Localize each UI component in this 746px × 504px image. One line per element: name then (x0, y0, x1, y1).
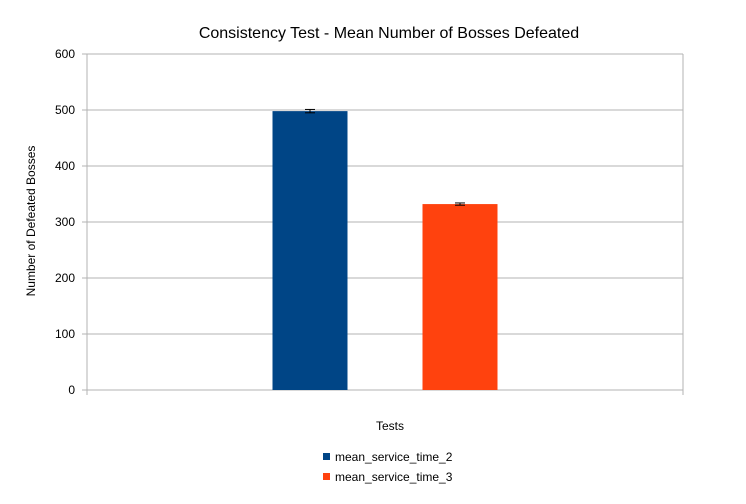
y-tick-label: 600 (55, 47, 75, 61)
bar-mean-service-time-3 (422, 204, 498, 390)
legend-swatch (323, 473, 330, 480)
error-bars (305, 108, 465, 206)
y-tick-label: 400 (55, 159, 75, 173)
x-axis-label: Tests (376, 419, 404, 433)
legend-label: mean_service_time_3 (335, 470, 453, 484)
bars (272, 111, 498, 391)
y-tick-label: 0 (68, 383, 75, 397)
legend: mean_service_time_2 mean_service_time_3 (323, 450, 453, 484)
legend-swatch (323, 453, 330, 460)
chart-title: Consistency Test - Mean Number of Bosses… (199, 25, 579, 42)
y-tick-label: 100 (55, 327, 75, 341)
bar-mean-service-time-2 (272, 111, 348, 391)
y-tick-label: 500 (55, 103, 75, 117)
axes (82, 53, 684, 395)
y-tick-label: 300 (55, 215, 75, 229)
grid (87, 53, 683, 391)
y-tick-label: 200 (55, 271, 75, 285)
y-axis-label: Number of Defeated Bosses (24, 146, 38, 297)
legend-label: mean_service_time_2 (335, 450, 453, 464)
y-tick-labels: 0 100 200 300 400 500 600 (55, 47, 75, 397)
